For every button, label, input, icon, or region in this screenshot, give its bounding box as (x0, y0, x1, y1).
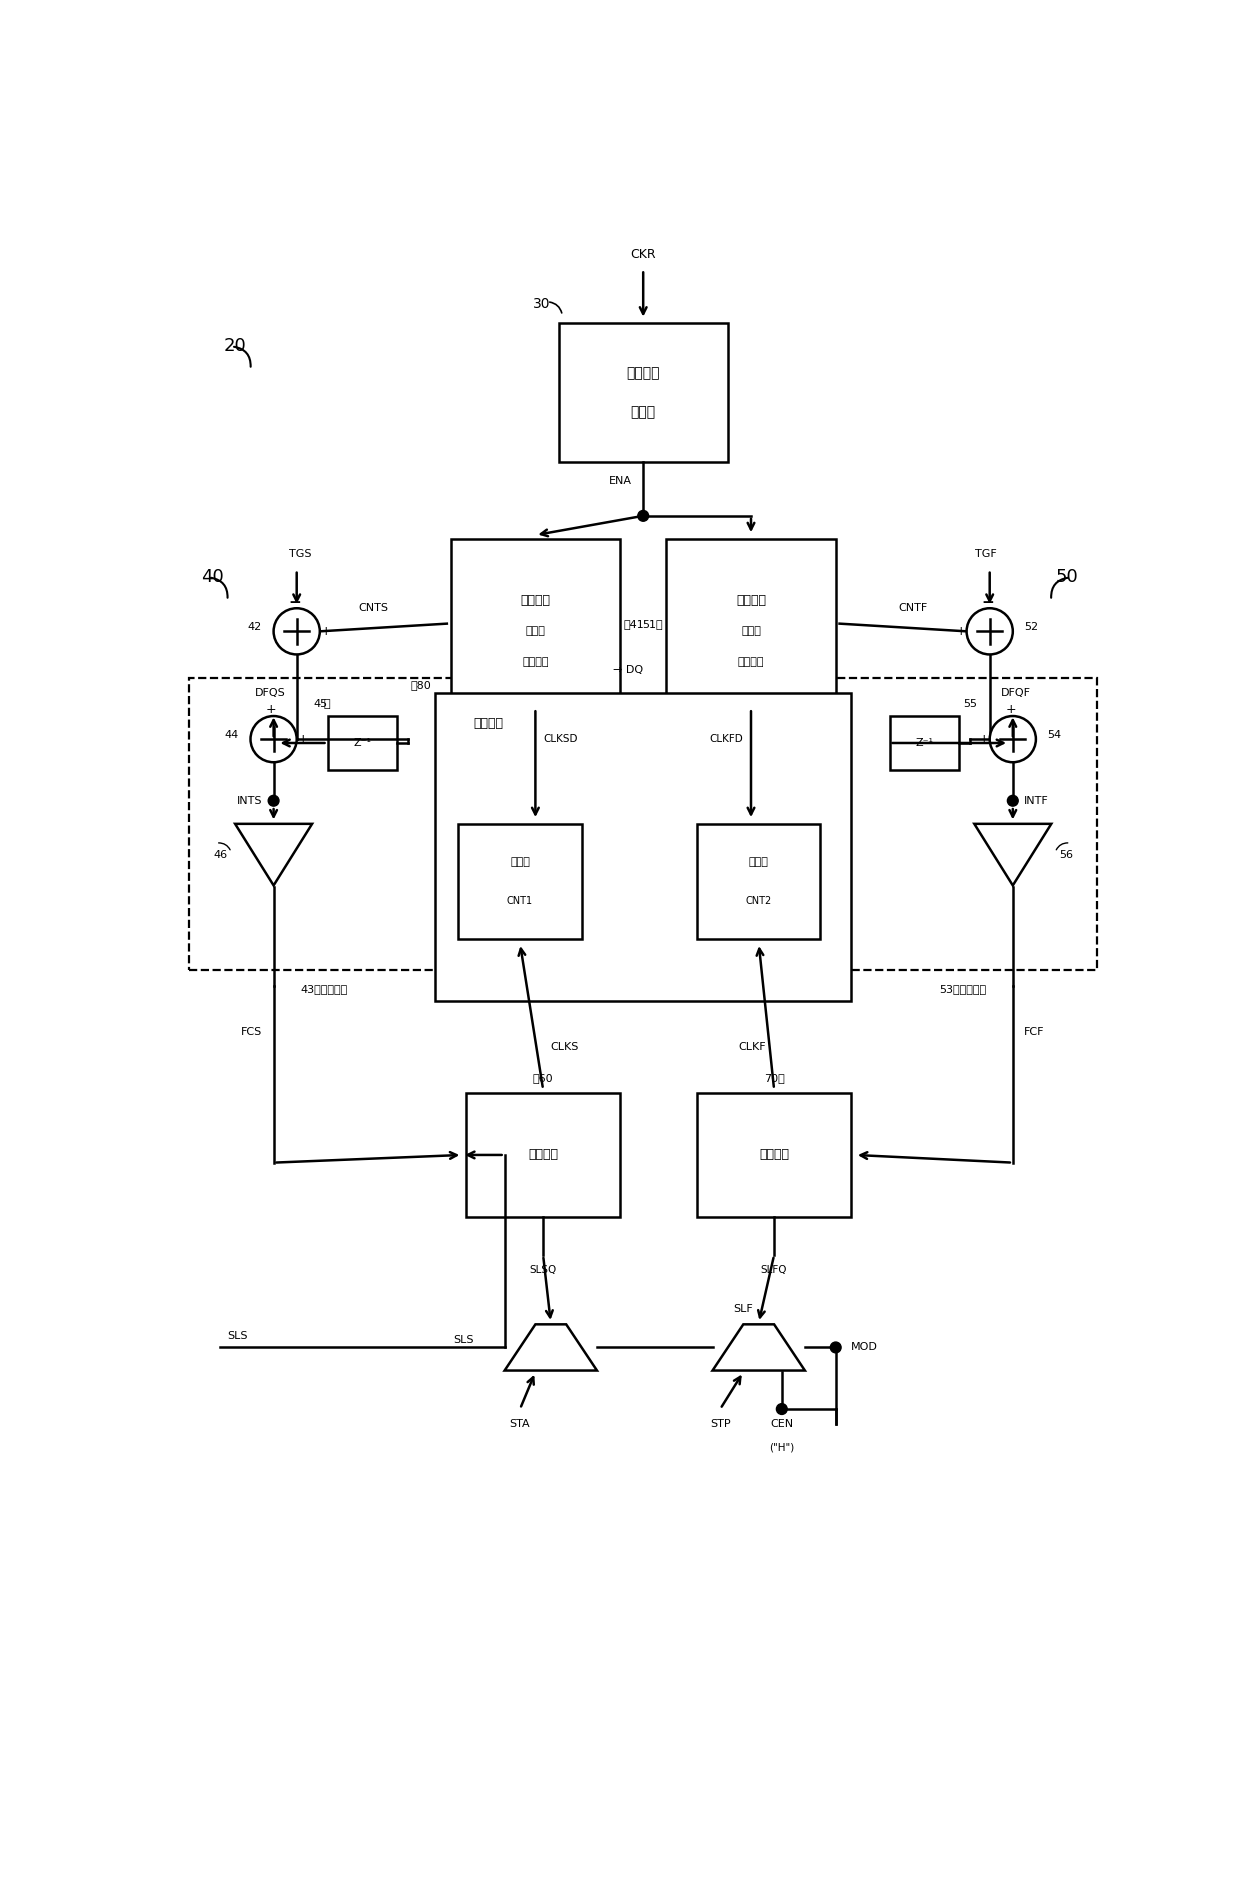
Bar (435, 692, 851, 1001)
Text: → DQ: → DQ (613, 666, 642, 675)
Text: CNT1: CNT1 (507, 896, 533, 905)
Text: −: − (288, 594, 301, 609)
Text: 计数器）: 计数器） (522, 656, 548, 668)
Circle shape (637, 511, 649, 521)
Bar (697, 824, 821, 939)
Text: TGF: TGF (975, 549, 997, 560)
Text: CNTF: CNTF (898, 604, 928, 613)
Polygon shape (975, 824, 1052, 885)
Text: 50: 50 (1055, 568, 1078, 587)
Text: 54: 54 (1048, 730, 1061, 741)
Text: MOD: MOD (851, 1343, 878, 1352)
Text: FCF: FCF (1024, 1026, 1045, 1037)
Text: Z⁻¹: Z⁻¹ (353, 737, 371, 749)
Text: 51～: 51～ (642, 619, 662, 628)
Text: INTF: INTF (1024, 796, 1049, 805)
Circle shape (1007, 796, 1018, 805)
Text: 46: 46 (213, 849, 227, 860)
Text: CKR: CKR (630, 247, 656, 260)
Text: 53～控制电路: 53～控制电路 (939, 984, 986, 994)
Text: 70～: 70～ (764, 1073, 785, 1083)
Text: CLKS: CLKS (551, 1043, 579, 1052)
Text: +: + (1006, 703, 1016, 717)
Circle shape (967, 609, 1013, 654)
Text: 43～控制电路: 43～控制电路 (300, 984, 347, 994)
Text: 计数器: 计数器 (749, 858, 769, 868)
Bar (666, 539, 836, 709)
Text: FCS: FCS (241, 1026, 262, 1037)
Text: CLKSD: CLKSD (543, 734, 578, 745)
Text: SLS: SLS (227, 1332, 248, 1341)
Text: ～41: ～41 (624, 619, 645, 628)
Text: +: + (955, 624, 966, 637)
Bar (558, 323, 728, 462)
Text: DFQF: DFQF (1001, 688, 1032, 698)
Bar (459, 824, 582, 939)
Text: （时钟: （时钟 (742, 626, 761, 636)
Text: 计数器: 计数器 (510, 858, 529, 868)
Text: 52: 52 (1024, 622, 1038, 632)
Text: 处理电路: 处理电路 (474, 717, 503, 730)
Polygon shape (505, 1324, 596, 1371)
Text: Z⁻¹: Z⁻¹ (915, 737, 934, 749)
Text: 20: 20 (223, 338, 247, 355)
Text: CEN: CEN (770, 1420, 794, 1430)
Text: 测量电路: 测量电路 (737, 594, 766, 607)
Text: 振荡电路: 振荡电路 (759, 1149, 789, 1162)
Text: ～60: ～60 (533, 1073, 553, 1083)
Text: +: + (978, 732, 988, 745)
Bar (327, 717, 397, 769)
Text: CLKFD: CLKFD (709, 734, 743, 745)
Text: 44: 44 (224, 730, 239, 741)
Polygon shape (236, 824, 312, 885)
Text: ～80: ～80 (410, 681, 432, 690)
Circle shape (831, 1343, 841, 1352)
Circle shape (274, 609, 320, 654)
Circle shape (250, 717, 296, 762)
Circle shape (776, 1403, 787, 1414)
Text: 测量电路: 测量电路 (521, 594, 551, 607)
Text: SLSQ: SLSQ (529, 1266, 557, 1275)
Text: INTS: INTS (237, 796, 262, 805)
Polygon shape (713, 1324, 805, 1371)
Text: ～: ～ (324, 700, 330, 709)
Text: ENA: ENA (609, 475, 631, 487)
Text: 56: 56 (1059, 849, 1073, 860)
Text: 计数器: 计数器 (631, 405, 656, 419)
Text: SLF: SLF (733, 1303, 753, 1315)
Text: 30: 30 (533, 298, 551, 311)
Text: STP: STP (709, 1420, 730, 1430)
Bar (466, 1094, 620, 1216)
Text: ("H"): ("H") (769, 1443, 795, 1452)
Text: −: − (981, 594, 993, 609)
Text: 40: 40 (201, 568, 223, 587)
Text: 42: 42 (248, 622, 262, 632)
Bar (889, 717, 959, 769)
Bar (697, 1094, 851, 1216)
Text: （时钟: （时钟 (526, 626, 546, 636)
Bar (188, 677, 459, 969)
Text: CNT2: CNT2 (745, 896, 771, 905)
Text: +: + (265, 703, 277, 717)
Bar (450, 539, 620, 709)
Text: 基准时钟: 基准时钟 (626, 366, 660, 381)
Text: CNTS: CNTS (358, 604, 388, 613)
Bar (828, 677, 1097, 969)
Text: CLKF: CLKF (739, 1043, 766, 1052)
Circle shape (268, 796, 279, 805)
Text: TGS: TGS (289, 549, 311, 560)
Text: 振荡电路: 振荡电路 (528, 1149, 558, 1162)
Text: SLS: SLS (454, 1335, 474, 1345)
Circle shape (990, 717, 1035, 762)
Text: +: + (298, 732, 309, 745)
Text: 计数器）: 计数器） (738, 656, 764, 668)
Text: SLFQ: SLFQ (761, 1266, 787, 1275)
Text: DFQS: DFQS (254, 688, 285, 698)
Text: 45: 45 (314, 700, 327, 709)
Text: STA: STA (510, 1420, 531, 1430)
Text: 55: 55 (962, 700, 977, 709)
Text: +: + (321, 624, 331, 637)
